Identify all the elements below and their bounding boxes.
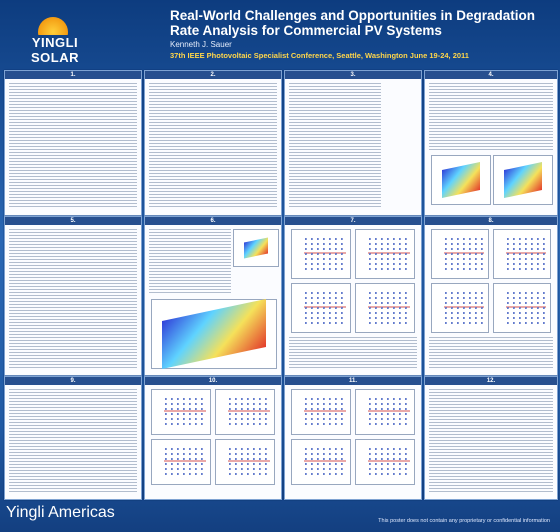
panel-10: 10.	[144, 376, 282, 500]
scatter-chart	[355, 229, 415, 279]
panel-body	[429, 83, 553, 151]
panel-6: 6.	[144, 216, 282, 376]
scatter-chart	[215, 439, 275, 485]
panel-1: 1.	[4, 70, 142, 216]
footer-company: Yingli Americas	[6, 504, 115, 521]
scatter-chart	[355, 439, 415, 485]
scatter-chart	[493, 229, 551, 279]
yingli-logo: YINGLI SOLAR	[6, 13, 104, 65]
panel-number: 10.	[145, 377, 281, 385]
panel-number: 12.	[425, 377, 557, 385]
panel-body	[429, 389, 553, 493]
panel-body	[149, 229, 231, 295]
panel-number: 9.	[5, 377, 141, 385]
panel-body	[9, 389, 137, 493]
panel-12: 12.	[424, 376, 558, 500]
scatter-chart	[291, 439, 351, 485]
panel-body	[9, 83, 137, 209]
author-name: Kenneth J. Sauer	[170, 40, 232, 49]
panel-number: 8.	[425, 217, 557, 225]
scatter-chart	[291, 229, 351, 279]
scatter-chart	[431, 283, 489, 333]
scatter-chart	[291, 389, 351, 435]
panel-3: 3.	[284, 70, 422, 216]
scatter-chart	[151, 389, 211, 435]
panel-7: 7.	[284, 216, 422, 376]
scatter-chart	[493, 283, 551, 333]
surface-plot	[431, 155, 491, 205]
panel-number: 5.	[5, 217, 141, 225]
panel-number: 6.	[145, 217, 281, 225]
panel-body	[9, 229, 137, 369]
panel-number: 2.	[145, 71, 281, 79]
panel-11: 11.	[284, 376, 422, 500]
panel-5: 5.	[4, 216, 142, 376]
logo-text: YINGLI SOLAR	[31, 35, 79, 65]
scatter-chart	[355, 283, 415, 333]
sun-icon	[36, 13, 70, 35]
poster-header: YINGLI SOLAR Real-World Challenges and O…	[0, 0, 560, 68]
panel-number: 11.	[285, 377, 421, 385]
surface-plot	[493, 155, 553, 205]
panel-body	[149, 83, 277, 209]
panel-body	[289, 337, 417, 369]
panel-number: 3.	[285, 71, 421, 79]
panel-number: 7.	[285, 217, 421, 225]
panel-number: 1.	[5, 71, 141, 79]
scatter-chart	[355, 389, 415, 435]
scatter-chart	[291, 283, 351, 333]
scatter-chart	[151, 439, 211, 485]
panel-4: 4.	[424, 70, 558, 216]
poster-title: Real-World Challenges and Opportunities …	[170, 8, 536, 38]
panel-8: 8.	[424, 216, 558, 376]
panel-number: 4.	[425, 71, 557, 79]
panel-body	[429, 337, 553, 369]
panel-body	[289, 83, 381, 209]
conference-info: 37th IEEE Photovoltaic Specialist Confer…	[170, 51, 469, 60]
panel-2: 2.	[144, 70, 282, 216]
surface-plot	[151, 299, 277, 369]
footer-disclaimer: This poster does not contain any proprie…	[378, 518, 550, 524]
scatter-chart	[215, 389, 275, 435]
scatter-chart	[431, 229, 489, 279]
surface-plot	[233, 229, 279, 267]
panel-9: 9.	[4, 376, 142, 500]
